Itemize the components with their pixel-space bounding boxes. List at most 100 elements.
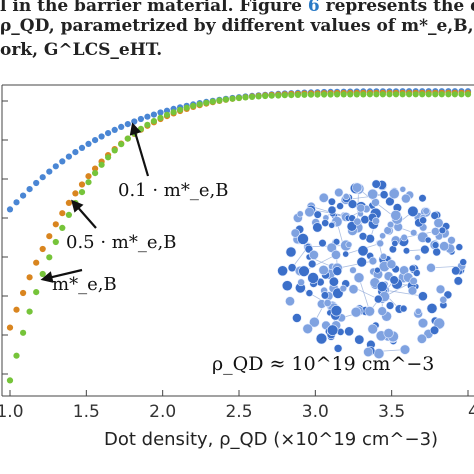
network-node [416, 333, 427, 344]
data-point [190, 102, 197, 109]
data-point [59, 224, 66, 231]
series-annotation-label: 0.5 · m*_e,B [66, 232, 176, 253]
x-tick-label: 1.5 [73, 402, 100, 422]
data-point [347, 91, 354, 98]
network-node [354, 334, 365, 345]
data-point [85, 179, 92, 186]
x-tick-label: 3.5 [378, 402, 405, 422]
network-node [391, 239, 399, 247]
data-point [92, 170, 99, 177]
network-node [344, 326, 354, 337]
network-node [435, 284, 446, 294]
network-node [401, 193, 411, 204]
network-node [390, 209, 402, 221]
network-node [323, 298, 332, 307]
network-node [348, 284, 359, 295]
data-point [327, 91, 334, 98]
network-node [333, 344, 343, 353]
network-node [419, 216, 427, 225]
data-point [59, 210, 66, 217]
data-point [406, 91, 413, 98]
network-node [292, 313, 302, 323]
caption-line-2: ρ_QD, parametrized by different values o… [0, 16, 474, 36]
network-node [424, 236, 432, 244]
data-point [6, 377, 14, 384]
network-node [455, 243, 464, 251]
network-node [363, 346, 374, 357]
data-point [353, 91, 360, 98]
network-node [330, 305, 343, 317]
network-node [432, 247, 442, 257]
data-point [242, 94, 249, 101]
data-point [13, 352, 20, 359]
network-node [407, 286, 418, 296]
network-node [296, 210, 304, 218]
network-node [353, 217, 362, 226]
network-node [297, 233, 309, 245]
network-node [373, 294, 383, 304]
data-point [307, 91, 315, 98]
data-point [6, 324, 14, 331]
network-node [377, 306, 387, 316]
data-point [124, 135, 131, 142]
network-node [417, 318, 429, 329]
data-point [92, 137, 99, 144]
network-node [304, 207, 315, 218]
network-node [447, 236, 456, 245]
data-point [366, 91, 373, 98]
data-point [183, 104, 190, 111]
data-point [26, 308, 33, 315]
data-point [281, 92, 288, 99]
network-node [336, 202, 344, 210]
network-node [332, 238, 341, 246]
data-point [111, 126, 118, 133]
network-node [379, 190, 389, 200]
data-point [20, 289, 27, 297]
network-node [431, 241, 440, 249]
network-node [309, 316, 320, 328]
annotation-arrowhead [40, 271, 54, 283]
data-point [118, 123, 125, 130]
data-point [26, 186, 33, 193]
data-point [334, 91, 341, 98]
data-point [98, 161, 105, 168]
network-node [383, 328, 394, 339]
figure-reference-link[interactable]: 6 [307, 0, 320, 16]
data-point [268, 92, 275, 99]
network-node [285, 296, 295, 307]
data-point [163, 111, 171, 118]
network-node [459, 258, 468, 266]
network-node [417, 291, 428, 302]
network-node [367, 188, 379, 200]
data-point [288, 92, 295, 99]
data-point [105, 154, 112, 161]
network-node [328, 221, 336, 229]
network-node [402, 247, 411, 255]
density-inset-label: ρ_QD ≈ 10^19 cm^−3 [212, 353, 434, 375]
data-point [105, 130, 112, 137]
network-node [371, 179, 381, 189]
data-point [249, 93, 256, 100]
network-node [385, 196, 395, 207]
data-point [412, 91, 419, 98]
x-tick-label: 2.5 [225, 402, 252, 422]
series-annotation-label: m*_e,B [52, 274, 117, 295]
caption-line-1: l in the barrier material. Figure 6 repr… [0, 0, 474, 16]
data-point [262, 92, 269, 100]
network-node [399, 304, 408, 313]
network-node [357, 245, 369, 257]
annotation-arrowhead [129, 122, 142, 136]
network-node [399, 186, 407, 193]
data-point [33, 259, 40, 266]
network-node [342, 193, 350, 201]
data-point [98, 133, 105, 140]
data-point [39, 270, 46, 278]
network-node [376, 239, 385, 248]
data-point [150, 118, 157, 125]
data-point [78, 189, 86, 196]
data-point [150, 111, 157, 118]
network-node [430, 211, 439, 220]
x-tick-label: 4 [468, 402, 474, 422]
caption-text-1a: l in the barrier material. Figure [0, 0, 308, 16]
data-point [419, 91, 426, 98]
